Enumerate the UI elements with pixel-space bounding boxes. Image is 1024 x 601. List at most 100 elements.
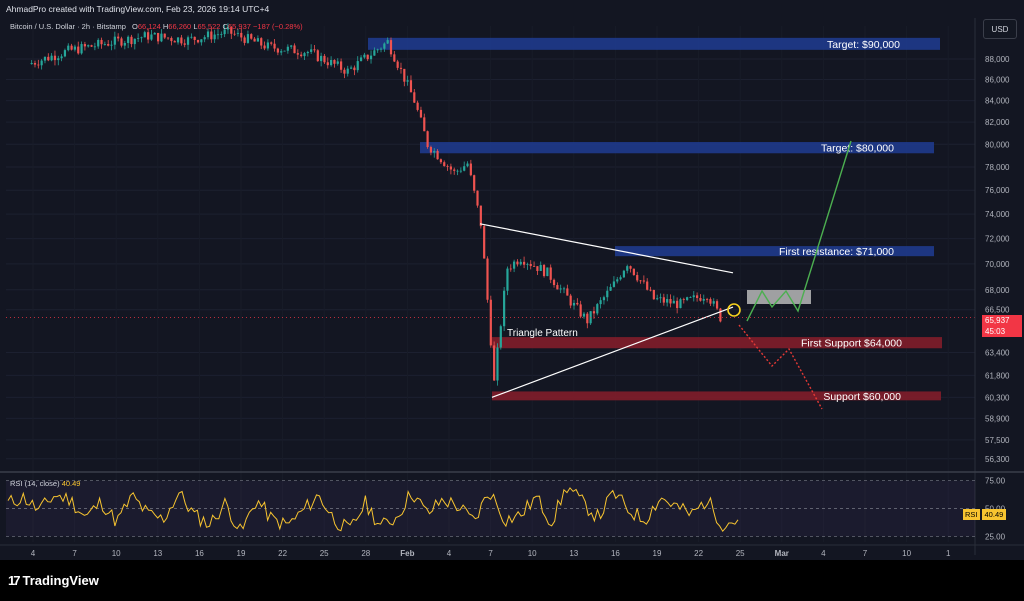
- symbol-title[interactable]: Bitcoin / U.S. Dollar · 2h · Bitstamp: [10, 22, 126, 31]
- candle-body: [712, 301, 715, 304]
- bearish-projection: [738, 324, 823, 410]
- close-value: 65,937: [227, 22, 251, 31]
- candle-body: [330, 60, 333, 66]
- candle-body: [619, 277, 622, 280]
- candle-body: [123, 42, 126, 46]
- candle-body: [286, 46, 289, 51]
- candle-body: [363, 54, 366, 58]
- rsi-title[interactable]: RSI (14, close): [10, 479, 60, 488]
- time-tick-label: 25: [320, 549, 329, 558]
- open-label: O: [131, 22, 138, 31]
- zone-label: First Support $64,000: [801, 338, 902, 350]
- rsi-level-label: 75.00: [985, 477, 1006, 486]
- drawings: Triangle Pattern: [6, 140, 975, 410]
- candle-body: [110, 44, 113, 46]
- candle-body: [446, 166, 449, 167]
- time-tick-label: 22: [278, 549, 287, 558]
- time-tick-label: 1: [946, 549, 951, 558]
- candle-body: [339, 61, 343, 70]
- rsi-value: 40.49: [61, 479, 81, 488]
- candle-body: [156, 32, 160, 42]
- candle-body: [373, 50, 376, 56]
- candle-body: [153, 32, 156, 35]
- candles: [30, 23, 722, 386]
- footer-background: [0, 560, 1024, 601]
- candle-body: [439, 159, 443, 163]
- candle-body: [486, 258, 489, 300]
- candle-body: [120, 38, 123, 46]
- candle-body: [213, 34, 216, 40]
- candle-body: [433, 150, 436, 153]
- candle-body: [579, 304, 582, 317]
- zone-label: Support $60,000: [823, 391, 901, 403]
- candle-body: [626, 266, 629, 271]
- price-tick-label: 66,500: [985, 306, 1010, 315]
- rsi-legend: RSI (14, close) 40.49: [10, 479, 80, 488]
- candle-body: [542, 264, 546, 277]
- candle-body: [393, 54, 396, 62]
- candle-body: [233, 33, 236, 35]
- time-tick-label: Mar: [775, 549, 789, 558]
- candle-body: [426, 131, 429, 148]
- time-tick-label: 16: [611, 549, 620, 558]
- candle-body: [250, 34, 253, 39]
- triangle-pattern-label: Triangle Pattern: [507, 328, 578, 339]
- candle-body: [552, 279, 556, 286]
- price-tick-label: 78,000: [985, 163, 1010, 172]
- rsi-band: [6, 480, 975, 537]
- candle-body: [469, 163, 472, 176]
- time-tick-label: 13: [153, 549, 162, 558]
- rsi-price-tag: RSI 40.49: [963, 509, 1007, 520]
- candle-body: [606, 290, 609, 298]
- candle-body: [586, 313, 589, 324]
- candle-body: [556, 285, 559, 290]
- candle-body: [57, 58, 60, 61]
- candle-body: [489, 299, 492, 346]
- candle-body: [70, 45, 73, 50]
- candle-body: [73, 46, 77, 50]
- candle-body: [506, 268, 509, 291]
- price-zone: [492, 391, 941, 401]
- candle-body: [686, 297, 689, 300]
- candle-body: [622, 270, 626, 278]
- zone-label: Target: $90,000: [827, 39, 900, 51]
- time-tick-label: 19: [653, 549, 662, 558]
- candle-body: [140, 37, 143, 39]
- candle-body: [260, 38, 263, 46]
- candle-body: [676, 300, 679, 309]
- currency-button[interactable]: USD: [983, 19, 1017, 39]
- candle-body: [409, 80, 413, 93]
- candle-body: [316, 50, 319, 62]
- candle-body: [290, 45, 293, 47]
- candle-body: [256, 38, 260, 42]
- candle-body: [127, 36, 130, 43]
- last-price-tag: 65,937 45:03: [982, 315, 1022, 337]
- candle-body: [323, 55, 326, 63]
- candle-body: [516, 261, 519, 265]
- price-tick-label: 84,000: [985, 97, 1010, 106]
- candle-body: [656, 298, 659, 300]
- candle-body: [346, 68, 349, 74]
- candle-body: [150, 34, 153, 40]
- candle-body: [666, 298, 669, 303]
- tradingview-logo[interactable]: 17 TradingView: [8, 573, 99, 588]
- brand-name: TradingView: [22, 573, 99, 588]
- candle-body: [522, 261, 526, 265]
- time-tick-label: 13: [569, 549, 578, 558]
- price-tick-label: 68,000: [985, 286, 1010, 295]
- candle-body: [306, 51, 309, 54]
- price-tick-label: 88,000: [985, 55, 1010, 64]
- time-tick-label: 22: [694, 549, 703, 558]
- candle-body: [403, 68, 406, 82]
- candle-body: [343, 69, 346, 74]
- low-label: L: [193, 22, 198, 31]
- candle-body: [719, 308, 722, 322]
- time-tick-label: Feb: [400, 549, 414, 558]
- high-value: 66,260: [168, 22, 192, 31]
- candle-body: [67, 45, 70, 51]
- candle-body: [163, 33, 166, 38]
- close-label: C: [222, 22, 228, 31]
